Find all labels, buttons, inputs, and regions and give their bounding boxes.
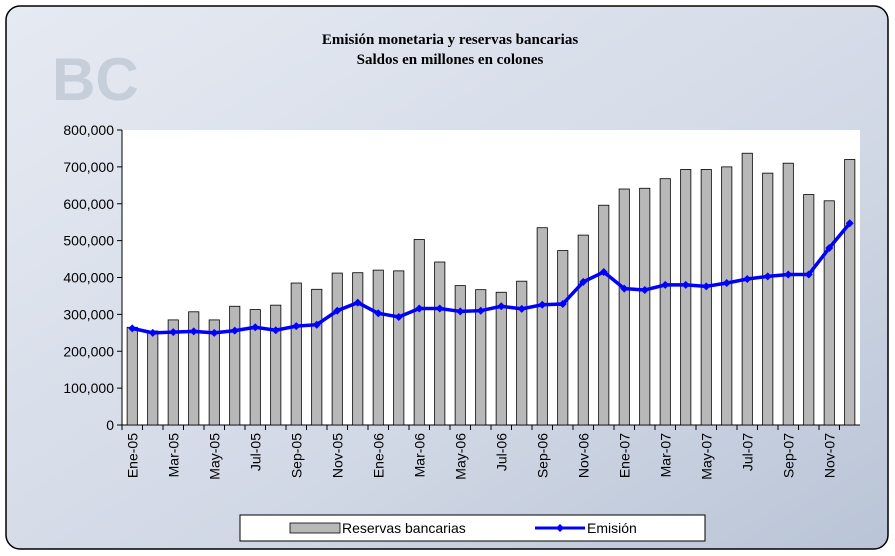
bar bbox=[373, 270, 383, 425]
bar bbox=[701, 169, 711, 425]
x-tick-label: May-06 bbox=[452, 433, 468, 480]
bar bbox=[722, 167, 732, 425]
chart-title: Emisión monetaria y reservas bancarias bbox=[322, 32, 579, 48]
x-tick-label: Mar-07 bbox=[657, 433, 673, 478]
x-tick-label: Sep-07 bbox=[780, 433, 796, 478]
y-tick-label: 0 bbox=[106, 417, 114, 433]
bar bbox=[763, 173, 773, 425]
bar bbox=[312, 289, 322, 425]
x-tick-label: Nov-06 bbox=[575, 433, 591, 478]
bar bbox=[455, 286, 465, 425]
y-tick-label: 200,000 bbox=[63, 343, 114, 359]
y-tick-label: 300,000 bbox=[63, 306, 114, 322]
x-tick-label: Ene-05 bbox=[124, 433, 140, 478]
y-tick-label: 700,000 bbox=[63, 159, 114, 175]
bar bbox=[804, 195, 814, 425]
x-tick-label: Jul-07 bbox=[739, 433, 755, 471]
x-tick-label: Sep-06 bbox=[534, 433, 550, 478]
bar bbox=[537, 228, 547, 425]
y-tick-label: 600,000 bbox=[63, 196, 114, 212]
bar bbox=[824, 201, 834, 425]
legend-label: Emisión bbox=[587, 520, 637, 536]
logo: BC bbox=[52, 46, 139, 113]
bar bbox=[435, 262, 445, 425]
bar bbox=[578, 235, 588, 425]
bar bbox=[414, 240, 424, 425]
x-tick-label: Ene-06 bbox=[370, 433, 386, 478]
bar bbox=[660, 179, 670, 425]
bar bbox=[558, 251, 568, 425]
bar bbox=[496, 292, 506, 425]
chart: BC Emisión monetaria y reservas bancaria… bbox=[0, 0, 895, 556]
bar bbox=[291, 283, 301, 425]
x-tick-label: May-07 bbox=[698, 433, 714, 480]
x-tick-label: May-05 bbox=[206, 433, 222, 480]
bar bbox=[332, 273, 342, 425]
y-tick-label: 400,000 bbox=[63, 270, 114, 286]
y-tick-label: 100,000 bbox=[63, 380, 114, 396]
bar bbox=[394, 271, 404, 425]
bar bbox=[517, 281, 527, 425]
x-tick-label: Mar-06 bbox=[411, 433, 427, 478]
bar bbox=[619, 189, 629, 425]
bar bbox=[845, 160, 855, 426]
bar bbox=[230, 306, 240, 425]
legend-swatch bbox=[290, 523, 340, 533]
bar bbox=[271, 305, 281, 425]
x-tick-label: Jul-05 bbox=[247, 433, 263, 471]
x-tick-label: Ene-07 bbox=[616, 433, 632, 478]
bar bbox=[742, 153, 752, 425]
y-tick-label: 500,000 bbox=[63, 233, 114, 249]
x-tick-label: Nov-07 bbox=[821, 433, 837, 478]
x-tick-label: Mar-05 bbox=[165, 433, 181, 478]
bar bbox=[599, 205, 609, 425]
bar bbox=[783, 163, 793, 425]
chart-subtitle: Saldos en millones en colones bbox=[357, 52, 544, 68]
bar bbox=[681, 169, 691, 425]
bar bbox=[127, 327, 137, 425]
bar bbox=[640, 188, 650, 425]
x-tick-label: Sep-05 bbox=[288, 433, 304, 478]
bar bbox=[353, 273, 363, 425]
x-tick-label: Nov-05 bbox=[329, 433, 345, 478]
x-tick-label: Jul-06 bbox=[493, 433, 509, 471]
y-tick-label: 800,000 bbox=[63, 122, 114, 138]
bar bbox=[148, 331, 158, 425]
legend-label: Reservas bancarias bbox=[342, 520, 466, 536]
